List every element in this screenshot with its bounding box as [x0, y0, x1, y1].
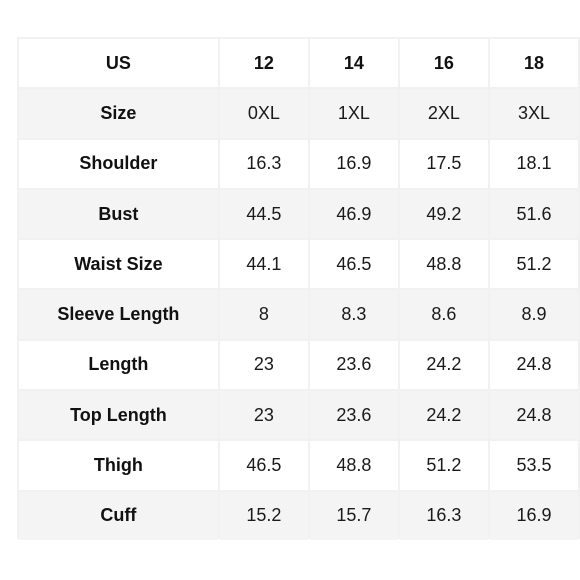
table-row-top-length: Top Length 23 23.6 24.2 24.8 [19, 391, 578, 440]
table-cell: 46.5 [309, 240, 398, 289]
table-cell: 2XL [399, 89, 488, 138]
row-label: Length [19, 340, 218, 390]
table-cell: 16.9 [489, 491, 578, 540]
table-cell: 24.8 [489, 391, 578, 440]
header-cell-size-12: 12 [219, 39, 308, 88]
row-label: Waist Size [19, 240, 218, 289]
header-cell-size-16: 16 [399, 39, 488, 88]
header-row: US 12 14 16 18 [19, 39, 578, 88]
table-row-bust: Bust 44.5 46.9 49.2 51.6 [19, 189, 578, 239]
table-cell: 18.1 [489, 139, 578, 188]
table-cell: 8.9 [489, 290, 578, 339]
table-row-length: Length 23 23.6 24.2 24.8 [19, 340, 578, 390]
table-cell: 16.3 [219, 139, 308, 188]
table-row-size: Size 0XL 1XL 2XL 3XL [19, 89, 578, 138]
table-cell: 23.6 [309, 391, 398, 440]
table-cell: 15.7 [309, 491, 398, 540]
table-row-shoulder: Shoulder 16.3 16.9 17.5 18.1 [19, 139, 578, 188]
table-cell: 8.6 [399, 290, 488, 339]
table-cell: 15.2 [219, 491, 308, 540]
header-cell-size-14: 14 [309, 39, 398, 88]
row-label: Thigh [19, 441, 218, 490]
table-cell: 24.2 [399, 391, 488, 440]
table-cell: 1XL [309, 89, 398, 138]
table-cell: 44.1 [219, 240, 308, 289]
table-cell: 49.2 [399, 189, 488, 239]
table-row-cuff: Cuff 15.2 15.7 16.3 16.9 [19, 491, 578, 540]
row-label: Cuff [19, 491, 218, 540]
table-cell: 51.2 [399, 441, 488, 490]
table-cell: 46.5 [219, 441, 308, 490]
row-label: Size [19, 89, 218, 138]
table-cell: 51.2 [489, 240, 578, 289]
row-label: Top Length [19, 391, 218, 440]
table-row-thigh: Thigh 46.5 48.8 51.2 53.5 [19, 441, 578, 490]
table-cell: 53.5 [489, 441, 578, 490]
table-cell: 3XL [489, 89, 578, 138]
header-cell-size-18: 18 [489, 39, 578, 88]
table-row-sleeve-length: Sleeve Length 8 8.3 8.6 8.9 [19, 290, 578, 339]
table-cell: 48.8 [399, 240, 488, 289]
table-cell: 23 [219, 391, 308, 440]
table-cell: 8 [219, 290, 308, 339]
table-cell: 17.5 [399, 139, 488, 188]
table-cell: 0XL [219, 89, 308, 138]
row-label: Bust [19, 189, 218, 239]
table-cell: 51.6 [489, 189, 578, 239]
table-cell: 23 [219, 340, 308, 390]
header-cell-region: US [19, 39, 218, 88]
table-cell: 24.8 [489, 340, 578, 390]
table-cell: 48.8 [309, 441, 398, 490]
table-cell: 16.3 [399, 491, 488, 540]
size-chart-table: US 12 14 16 18 Size 0XL 1XL 2XL 3XL Shou… [17, 37, 580, 542]
table-cell: 46.9 [309, 189, 398, 239]
table-cell: 16.9 [309, 139, 398, 188]
table-cell: 8.3 [309, 290, 398, 339]
table-cell: 23.6 [309, 340, 398, 390]
row-label: Shoulder [19, 139, 218, 188]
table-cell: 24.2 [399, 340, 488, 390]
table-row-waist-size: Waist Size 44.1 46.5 48.8 51.2 [19, 240, 578, 289]
row-label: Sleeve Length [19, 290, 218, 339]
table-cell: 44.5 [219, 189, 308, 239]
